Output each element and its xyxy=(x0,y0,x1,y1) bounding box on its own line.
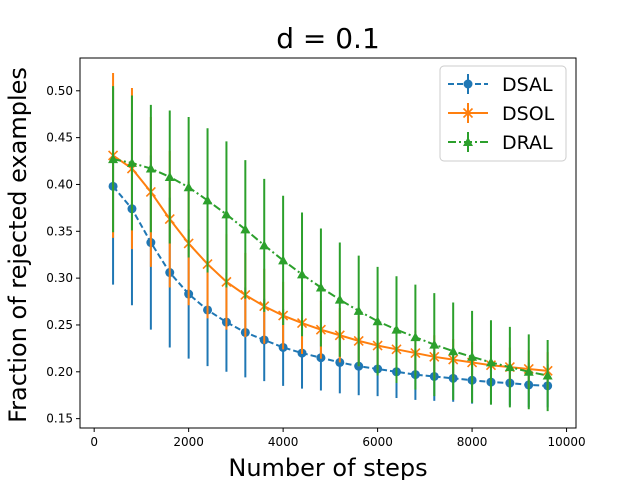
data-point-dral xyxy=(504,362,515,372)
data-point-dral xyxy=(240,224,251,234)
data-point-dral xyxy=(485,357,496,367)
data-point-dral xyxy=(183,182,194,192)
x-tick-label: 4000 xyxy=(268,435,299,449)
series-dral xyxy=(108,86,553,412)
legend-marker-dsal xyxy=(463,79,473,89)
x-tick-label: 2000 xyxy=(173,435,204,449)
legend-entry-dral: DRAL xyxy=(448,132,553,154)
data-point-dral xyxy=(315,282,326,292)
data-point-dral xyxy=(259,240,270,250)
legend-label-dsal: DSAL xyxy=(502,74,553,96)
data-point-dral xyxy=(278,255,289,265)
data-point-dral xyxy=(164,171,175,181)
data-point-dral xyxy=(353,305,364,315)
legend-marker-dsol xyxy=(462,107,474,119)
legend-entry-dsol: DSOL xyxy=(448,103,555,125)
x-axis-label: Number of steps xyxy=(228,454,427,480)
x-tick-label: 10000 xyxy=(547,435,585,449)
legend-box xyxy=(439,65,567,162)
data-point-dral xyxy=(202,195,213,205)
series-line-dsol xyxy=(112,154,548,372)
y-tick-label: 0.35 xyxy=(46,224,73,238)
y-axis: 0.15 0.20 0.25 0.30 0.35 0.40 0.45 0.50 xyxy=(46,84,80,426)
y-tick-label: 0.45 xyxy=(46,131,73,145)
data-point-dral xyxy=(410,332,421,342)
data-point-dral xyxy=(297,269,308,279)
legend-marker-dral xyxy=(463,137,473,146)
data-point-dral xyxy=(542,370,553,380)
y-tick-label: 0.30 xyxy=(46,271,73,285)
plot-area xyxy=(79,57,577,429)
y-tick-label: 0.15 xyxy=(46,412,73,426)
data-point-dral xyxy=(448,346,459,356)
data-point-dral xyxy=(221,209,232,219)
plot-frame xyxy=(79,57,577,429)
plot-content xyxy=(108,72,553,412)
legend-label-dsol: DSOL xyxy=(502,103,555,125)
data-point-dral xyxy=(334,294,345,304)
data-point-dral xyxy=(523,366,534,376)
legend-entry-dsal: DSAL xyxy=(448,74,553,96)
series-line-dsal xyxy=(112,185,548,387)
y-tick-label: 0.20 xyxy=(46,365,73,379)
data-point-dral xyxy=(145,163,156,173)
data-point-dral xyxy=(391,324,402,334)
y-tick-label: 0.25 xyxy=(46,318,73,332)
y-axis-label: Fraction of rejected examples xyxy=(4,67,32,423)
chart-title: d = 0.1 xyxy=(276,22,380,55)
data-point-dral xyxy=(108,154,119,164)
data-point-dral xyxy=(429,339,440,349)
y-tick-label: 0.40 xyxy=(46,177,73,191)
x-tick-label: 0 xyxy=(90,435,98,449)
data-point-dral xyxy=(372,316,383,326)
legend: DSAL DSOL DRAL xyxy=(439,65,567,162)
data-point-dral xyxy=(126,157,137,167)
x-tick-label: 8000 xyxy=(457,435,488,449)
y-tick-label: 0.50 xyxy=(46,84,73,98)
x-axis: 0 2000 4000 6000 8000 10000 xyxy=(90,428,586,449)
data-point-dral xyxy=(467,351,478,361)
x-tick-label: 6000 xyxy=(362,435,393,449)
legend-label-dral: DRAL xyxy=(502,132,553,154)
series-line-dral xyxy=(112,158,548,377)
